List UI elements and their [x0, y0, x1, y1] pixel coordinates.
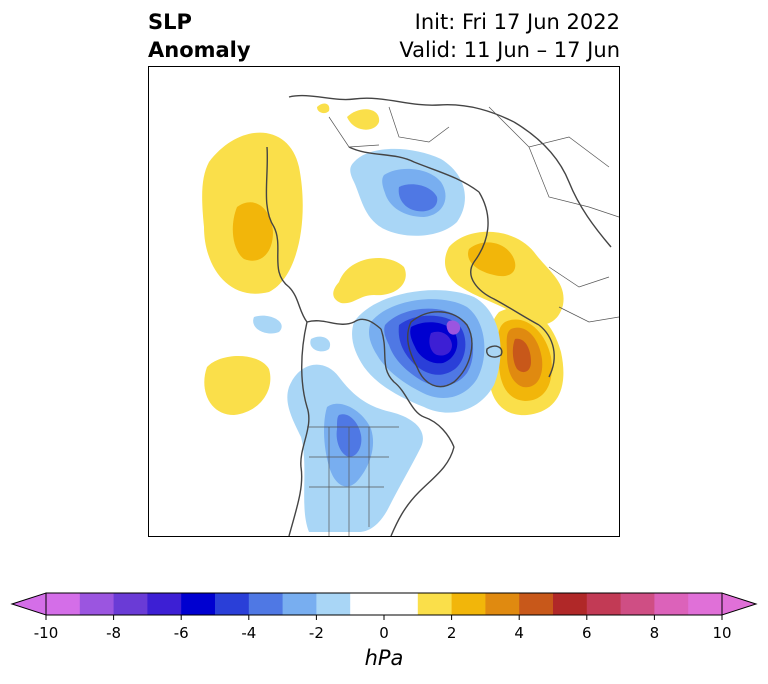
anomaly-high-midpacific [204, 355, 271, 415]
border-russia-2 [528, 146, 619, 218]
colorbar [10, 592, 758, 620]
colorbar-segment [553, 593, 588, 615]
colorbar-tick-label: 8 [649, 624, 660, 642]
coast-us-west [288, 321, 310, 536]
colorbar-segment [181, 593, 216, 615]
coast-iceland [486, 345, 503, 358]
colorbar-extend-low [10, 592, 47, 616]
anomaly-high-siberia [347, 109, 380, 130]
colorbar-segment [147, 593, 182, 615]
colorbar-segment [282, 593, 317, 615]
colorbar-segment [350, 593, 385, 615]
colorbar-segment [46, 593, 81, 615]
anomaly-low-westcoast [253, 315, 282, 334]
anomaly-high-atlantic-core [512, 338, 531, 373]
colorbar-segment [519, 593, 554, 615]
colorbar-segment [384, 593, 419, 615]
political-borders [307, 106, 619, 536]
title-dates: Init: Fri 17 Jun 2022 Valid: 11 Jun – 17… [399, 8, 620, 64]
negative-anomaly-fills [253, 148, 501, 532]
positive-anomaly-fills [202, 103, 564, 416]
coast-alaska-west [265, 146, 308, 323]
coast-asia-east [513, 121, 612, 248]
anomaly-low-arctic-small [310, 336, 331, 352]
border-asia-1 [388, 106, 450, 143]
border-russia-1 [488, 106, 610, 168]
colorbar-tick-label: 6 [582, 624, 592, 642]
anomaly-map [202, 94, 619, 536]
coast-hudson-bay [380, 328, 455, 448]
colorbar-tick-label: -6 [173, 624, 189, 642]
title-valid-range: Valid: 11 Jun – 17 Jun [399, 38, 620, 62]
anomaly-high-europe-core [468, 242, 516, 277]
anomaly-low-greenland-core [446, 320, 461, 335]
colorbar-extend-high [721, 592, 758, 616]
colorbar-segments [46, 593, 723, 615]
coastlines [265, 94, 612, 536]
colorbar-segment [586, 593, 622, 615]
border-europe-1 [548, 266, 610, 288]
anomaly-high-pacific-core [232, 202, 273, 261]
colorbar-segment [316, 593, 351, 615]
colorbar-tick-label: 2 [446, 624, 457, 642]
colorbar-tick-label: -2 [308, 624, 324, 642]
colorbar-tick-label: -8 [106, 624, 122, 642]
colorbar-segment [417, 593, 453, 615]
colorbar-ticks [45, 615, 723, 620]
anomaly-low-greenland-l6 [429, 331, 452, 356]
coast-siberia [288, 94, 515, 123]
colorbar-segment [654, 593, 689, 615]
colorbar-tick-label: -4 [241, 624, 257, 642]
colorbar-segment [620, 593, 655, 615]
anomaly-high-siberia-small [317, 103, 330, 114]
colorbar-unit-label: hPa [364, 646, 404, 670]
coast-siberia-north [348, 146, 480, 193]
anomaly-high-arctic [333, 258, 406, 304]
title-variable-line2: Anomaly [148, 38, 251, 62]
border-asia-2 [328, 116, 380, 148]
title-variable-line1: SLP [148, 10, 192, 34]
coast-scandinavia [470, 191, 540, 326]
coast-europe [538, 324, 555, 378]
colorbar-segment [113, 593, 148, 615]
colorbar-segment [451, 593, 486, 615]
colorbar-tick-label: 0 [379, 624, 389, 642]
colorbar-tick-label: -10 [33, 624, 59, 642]
anomaly-low-siberia-inner [398, 184, 438, 212]
colorbar-tick-label: 10 [712, 624, 732, 642]
map-panel [148, 66, 620, 537]
title-variable: SLP Anomaly [148, 8, 251, 64]
coast-us-east [390, 446, 455, 536]
colorbar-segment [248, 593, 284, 615]
colorbar-tick-label: 4 [514, 624, 524, 642]
colorbar-segment [688, 593, 723, 615]
title-init-date: Init: Fri 17 Jun 2022 [414, 10, 620, 34]
colorbar-segment [79, 593, 115, 615]
colorbar-segment [215, 593, 250, 615]
coast-arctic-canada [306, 318, 382, 330]
coast-greenland [407, 311, 473, 388]
border-europe-2 [558, 306, 619, 323]
colorbar-segment [485, 593, 520, 615]
